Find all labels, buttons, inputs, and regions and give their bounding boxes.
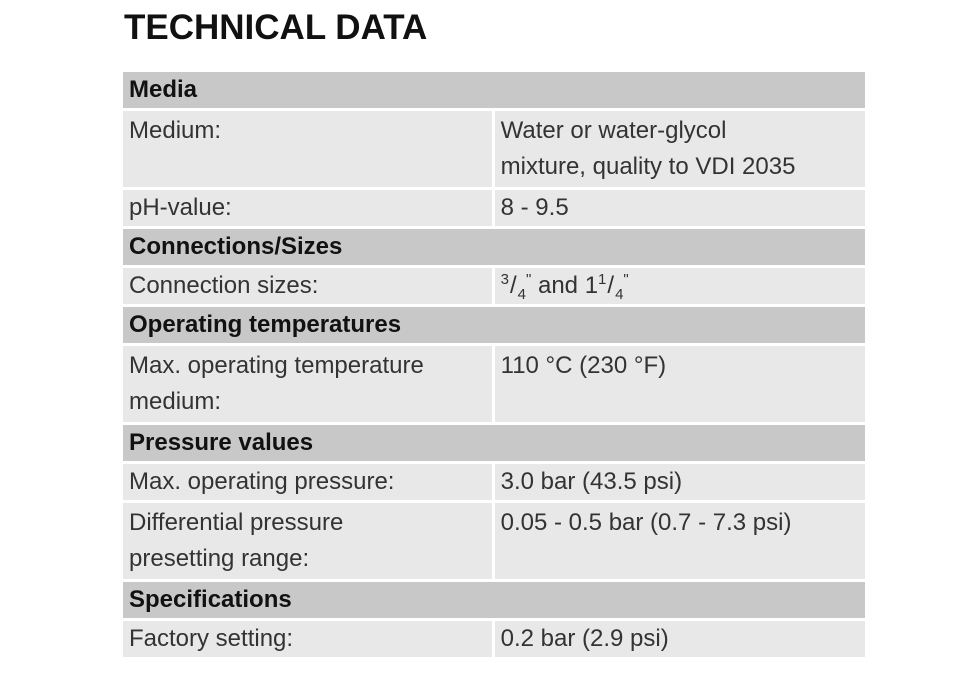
row-value: 8 - 9.5 [494,190,865,226]
section-heading: Operating temperatures [123,307,865,343]
page-title: TECHNICAL DATA [124,8,428,47]
section-heading: Specifications [123,582,865,618]
row-value: 3.0 bar (43.5 psi) [494,464,865,500]
row-value: 110 °C (230 °F) [494,346,865,422]
row-label: Differential pressure presetting range: [123,503,495,579]
row-label-line: presetting range: [129,545,310,572]
table-row-medium: Medium: Water or water-glycol mixture, q… [123,111,865,187]
section-header-pressure-values: Pressure values [123,425,865,461]
table-row-max-operating-pressure: Max. operating pressure: 3.0 bar (43.5 p… [123,464,865,500]
table-row-ph-value: pH-value: 8 - 9.5 [123,190,865,226]
table-row-factory-setting: Factory setting: 0.2 bar (2.9 psi) [123,621,865,657]
section-heading: Connections/Sizes [123,229,865,265]
and-text: and 1 [531,272,599,299]
table-row-differential-pressure: Differential pressure presetting range: … [123,503,865,579]
row-label: Max. operating temperature medium: [123,346,495,422]
row-value: 0.05 - 0.5 bar (0.7 - 7.3 psi) [494,503,865,579]
row-label: Max. operating pressure: [123,464,495,500]
row-value: 0.2 bar (2.9 psi) [494,621,865,657]
row-label-line: Differential pressure [129,509,344,536]
row-value-line: mixture, quality to VDI 2035 [500,153,796,180]
row-label-line: Max. operating temperature [129,352,424,379]
fraction-numerator: 1 [598,271,607,288]
fraction-denominator: 4 [517,285,526,303]
row-label: Connection sizes: [123,268,495,304]
section-header-media: Media [123,72,865,108]
inch-mark: " [623,271,629,288]
section-heading: Pressure values [123,425,865,461]
row-value-line: Water or water-glycol [500,117,727,144]
section-heading: Media [123,72,865,108]
row-value: 3/4" and 11/4" [494,268,865,304]
fraction-denominator: 4 [615,285,624,303]
fraction-numerator: 3 [500,271,509,288]
section-header-operating-temperatures: Operating temperatures [123,307,865,343]
technical-data-table: Media Medium: Water or water-glycol mixt… [123,69,865,660]
row-label-line: medium: [129,388,222,415]
table-row-connection-sizes: Connection sizes: 3/4" and 11/4" [123,268,865,304]
row-label: Factory setting: [123,621,495,657]
row-label: Medium: [123,111,495,187]
row-label: pH-value: [123,190,495,226]
table-row-max-operating-temperature: Max. operating temperature medium: 110 °… [123,346,865,422]
section-header-specifications: Specifications [123,582,865,618]
row-value: Water or water-glycol mixture, quality t… [494,111,865,187]
section-header-connections: Connections/Sizes [123,229,865,265]
inch-mark: " [525,271,532,288]
